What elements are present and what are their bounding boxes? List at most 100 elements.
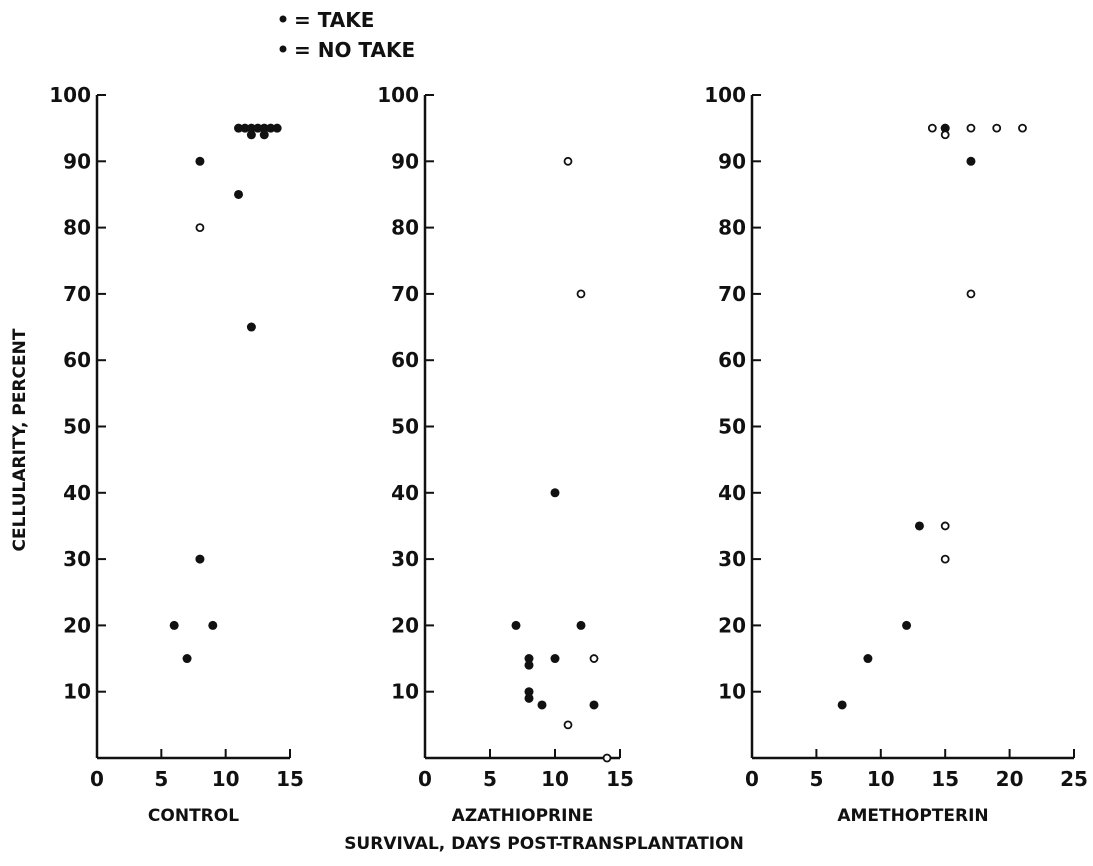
take-point	[246, 123, 256, 133]
y-tick-label: 20	[718, 613, 746, 637]
y-tick-label: 30	[718, 547, 746, 571]
take-point	[589, 700, 599, 710]
y-tick-label: 40	[63, 481, 91, 505]
y-tick-label: 100	[704, 83, 746, 107]
y-tick-label: 100	[49, 83, 91, 107]
y-tick-label: 60	[391, 348, 419, 372]
x-tick-label: 0	[745, 767, 759, 791]
panel-control: 10 20 30 40 50 60 70 80 90 100 0 5 10 15 CONTROL	[49, 83, 304, 826]
y-tick-label: 50	[391, 415, 419, 439]
no-take-point	[576, 289, 586, 299]
panel-label: AZATHIOPRINE	[452, 806, 594, 826]
no-take-point	[966, 123, 976, 133]
take-point	[246, 130, 256, 140]
x-tick-label: 10	[541, 767, 569, 791]
legend-no-take-marker	[279, 45, 287, 53]
y-tick-label: 10	[718, 680, 746, 704]
x-tick-label: 5	[154, 767, 168, 791]
y-tick-label: 60	[718, 348, 746, 372]
take-point	[169, 620, 179, 630]
panel-label: AMETHOPTERIN	[837, 806, 988, 826]
x-tick-label: 0	[90, 767, 104, 791]
take-point	[259, 130, 269, 140]
take-point	[524, 660, 534, 670]
no-take-point	[1018, 123, 1027, 133]
y-tick-label: 30	[391, 547, 419, 571]
panel-azathioprine: 10 20 30 40 50 60 70 80 90 100 0 5 10 15 AZATHIOPRINE	[377, 83, 634, 826]
y-tick-label: 70	[63, 282, 91, 306]
x-tick-label: 10	[867, 767, 895, 791]
x-tick-label: 5	[483, 767, 497, 791]
no-take-point	[927, 123, 937, 133]
no-take-point	[940, 130, 950, 140]
y-tick-label: 50	[718, 415, 746, 439]
x-tick-label: 15	[606, 767, 634, 791]
take-point	[524, 654, 534, 664]
y-tick-label: 90	[63, 149, 91, 173]
take-point	[511, 620, 521, 630]
take-point	[240, 123, 250, 133]
take-point	[182, 654, 192, 664]
y-tick-label: 80	[63, 216, 91, 240]
take-point	[837, 700, 847, 710]
take-point	[195, 554, 205, 564]
y-tick-label: 30	[63, 547, 91, 571]
no-take-point	[563, 156, 573, 166]
y-tick-label: 90	[718, 149, 746, 173]
x-tick-label: 25	[1060, 767, 1088, 791]
take-point	[863, 654, 873, 664]
legend-take-label: = TAKE	[294, 8, 374, 32]
take-point	[259, 123, 269, 133]
y-tick-label: 10	[391, 680, 419, 704]
take-point	[537, 700, 547, 710]
y-tick-label: 20	[63, 613, 91, 637]
no-take-point	[940, 521, 950, 531]
take-point	[576, 620, 586, 630]
x-axis-label: SURVIVAL, DAYS POST-TRANSPLANTATION	[344, 834, 744, 854]
x-tick-label: 0	[418, 767, 432, 791]
take-point	[246, 322, 256, 332]
y-tick-label: 60	[63, 348, 91, 372]
no-take-point	[992, 123, 1002, 133]
take-point	[550, 488, 560, 498]
y-tick-label: 80	[391, 216, 419, 240]
y-tick-label: 80	[718, 216, 746, 240]
no-take-point	[589, 654, 599, 663]
no-take-point	[966, 289, 976, 299]
panel-amethopterin: 10 20 30 40 50 60 70 80 90 100 0 5 10 15 20 25 AMETHOPTE…	[704, 83, 1088, 826]
y-axis-label: CELLULARITY, PERCENT	[10, 328, 30, 551]
y-tick-label: 40	[391, 481, 419, 505]
no-take-point	[940, 554, 950, 564]
take-point	[550, 654, 560, 664]
take-point	[253, 123, 263, 133]
take-point	[266, 123, 276, 133]
panel-label: CONTROL	[148, 806, 239, 826]
y-tick-label: 50	[63, 415, 91, 439]
no-take-point	[563, 720, 573, 730]
take-point	[524, 693, 534, 703]
y-tick-label: 20	[391, 613, 419, 637]
y-tick-label: 40	[718, 481, 746, 505]
take-point	[966, 156, 976, 166]
legend-no-take-label: = NO TAKE	[294, 38, 415, 62]
y-tick-label: 70	[391, 282, 419, 306]
y-tick-label: 90	[391, 149, 419, 173]
y-tick-label: 100	[377, 83, 419, 107]
x-tick-label: 15	[931, 767, 959, 791]
take-point	[940, 123, 950, 133]
take-point	[195, 156, 205, 166]
take-point	[208, 620, 218, 630]
legend-take-marker	[279, 15, 287, 23]
x-tick-label: 20	[996, 767, 1024, 791]
take-point	[524, 687, 534, 697]
y-tick-label: 70	[718, 282, 746, 306]
take-point	[234, 189, 244, 199]
take-point	[914, 521, 924, 531]
no-take-point	[195, 223, 205, 233]
no-take-point	[602, 753, 612, 763]
take-point	[272, 123, 282, 133]
x-tick-label: 15	[276, 767, 304, 791]
y-tick-label: 10	[63, 680, 91, 704]
legend: = TAKE = NO TAKE	[279, 8, 415, 62]
